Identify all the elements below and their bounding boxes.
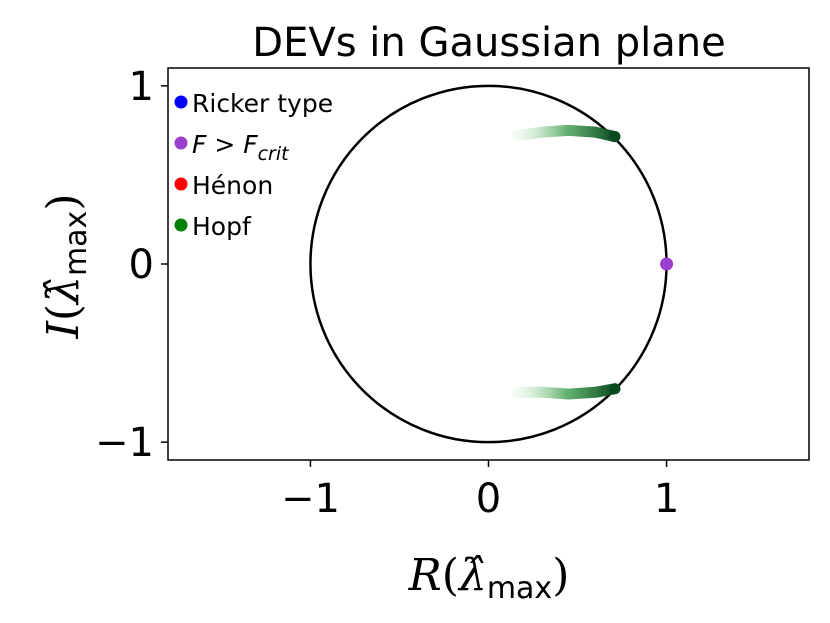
legend-label: F > Fcrit <box>192 130 290 165</box>
hopf-series-branch-2 <box>511 383 621 400</box>
x-axis-label-lambda: λ̂ <box>457 550 487 601</box>
y-axis-label-open: ( <box>38 304 89 321</box>
legend-label: Hopf <box>192 212 252 241</box>
x-tick-label: 1 <box>654 476 679 522</box>
plot-frame <box>167 67 810 461</box>
x-axis-label-sub: max <box>487 571 552 606</box>
hopf-endpoint-1 <box>609 131 621 143</box>
legend-marker <box>174 136 188 150</box>
legend-marker <box>174 218 188 232</box>
legend-marker <box>174 95 188 109</box>
x-axis-label-close: ) <box>552 550 569 601</box>
x-axis-label-script: R <box>408 550 442 601</box>
x-axis-label-open: ( <box>442 550 459 601</box>
legend: Ricker type F > Fcrit Hénon Hopf <box>174 89 333 241</box>
data-marks <box>304 84 674 444</box>
y-axis-label: I(λ̂max) <box>38 194 94 340</box>
fcrit-point <box>660 257 674 271</box>
x-tick-label: 0 <box>476 476 501 522</box>
hopf-series-branch-1 <box>511 124 621 143</box>
y-axis-label-close: ) <box>38 194 89 211</box>
axis-ticks: −1 0 1 −1 0 1 <box>95 64 679 522</box>
y-axis-label-lambda: λ̂ <box>38 276 89 306</box>
legend-label: Ricker type <box>192 89 333 118</box>
y-axis-label-script: I <box>38 320 89 340</box>
y-tick-label: −1 <box>95 420 154 466</box>
y-axis-label-sub: max <box>59 211 94 276</box>
chart-title: DEVs in Gaussian plane <box>252 20 725 66</box>
legend-marker <box>174 177 188 191</box>
y-tick-label: 1 <box>129 64 154 110</box>
legend-label: Hénon <box>192 171 273 200</box>
x-tick-label: −1 <box>281 476 340 522</box>
y-tick-label: 0 <box>129 242 154 288</box>
hopf-endpoint-2 <box>609 383 621 395</box>
x-axis-label: R(λ̂max) <box>408 550 570 606</box>
